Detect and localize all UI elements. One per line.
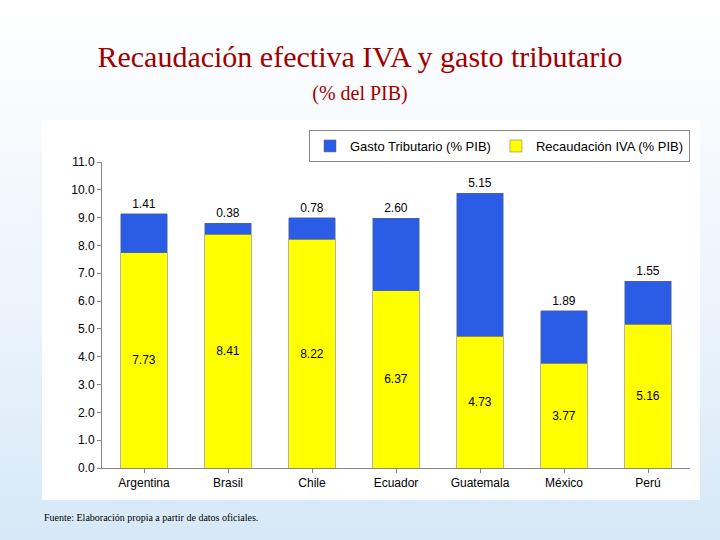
svg-text:Perú: Perú	[635, 476, 660, 490]
svg-text:0.78: 0.78	[300, 201, 324, 215]
svg-text:4.0: 4.0	[78, 350, 95, 364]
svg-text:5.16: 5.16	[636, 389, 660, 403]
svg-text:1.89: 1.89	[552, 294, 576, 308]
svg-text:4.73: 4.73	[468, 395, 492, 409]
svg-text:10.0: 10.0	[71, 183, 95, 197]
svg-text:8.0: 8.0	[78, 239, 95, 253]
svg-text:0.38: 0.38	[216, 206, 240, 220]
svg-text:5.0: 5.0	[78, 322, 95, 336]
svg-text:Recaudación IVA (% PIB): Recaudación IVA (% PIB)	[536, 139, 683, 154]
html-text:Recaudación efectiva IVA y gas: Recaudación efectiva IVA y gasto tributa…	[97, 40, 623, 73]
svg-text:México: México	[545, 476, 583, 490]
svg-text:6.0: 6.0	[78, 294, 95, 308]
svg-text:1.41: 1.41	[132, 197, 156, 211]
svg-text:Ecuador: Ecuador	[374, 476, 419, 490]
svg-text:1.0: 1.0	[78, 433, 95, 447]
svg-text:6.37: 6.37	[384, 372, 408, 386]
svg-text:Chile: Chile	[298, 476, 326, 490]
svg-text:Brasil: Brasil	[213, 476, 243, 490]
svg-text:2.0: 2.0	[78, 406, 95, 420]
html-text:(% del PIB): (% del PIB)	[312, 82, 408, 104]
svg-text:Argentina: Argentina	[118, 476, 170, 490]
svg-text:3.77: 3.77	[552, 409, 576, 423]
svg-text:11.0: 11.0	[72, 155, 95, 169]
svg-text:Gasto Tributario (% PIB): Gasto Tributario (% PIB)	[350, 139, 491, 154]
svg-text:1.55: 1.55	[636, 264, 660, 278]
svg-text:7.73: 7.73	[132, 353, 156, 367]
svg-text:5.15: 5.15	[468, 176, 492, 190]
svg-text:3.0: 3.0	[78, 378, 95, 392]
svg-text:Guatemala: Guatemala	[451, 476, 510, 490]
svg-text:7.0: 7.0	[78, 266, 95, 280]
svg-text:9.0: 9.0	[78, 211, 95, 225]
svg-text:8.22: 8.22	[300, 347, 324, 361]
svg-text:0.0: 0.0	[78, 461, 95, 475]
svg-text:8.41: 8.41	[216, 344, 240, 358]
html-text:Fuente: Elaboración propia a p: Fuente: Elaboración propia a partir de d…	[44, 512, 259, 523]
svg-text:2.60: 2.60	[384, 201, 408, 215]
